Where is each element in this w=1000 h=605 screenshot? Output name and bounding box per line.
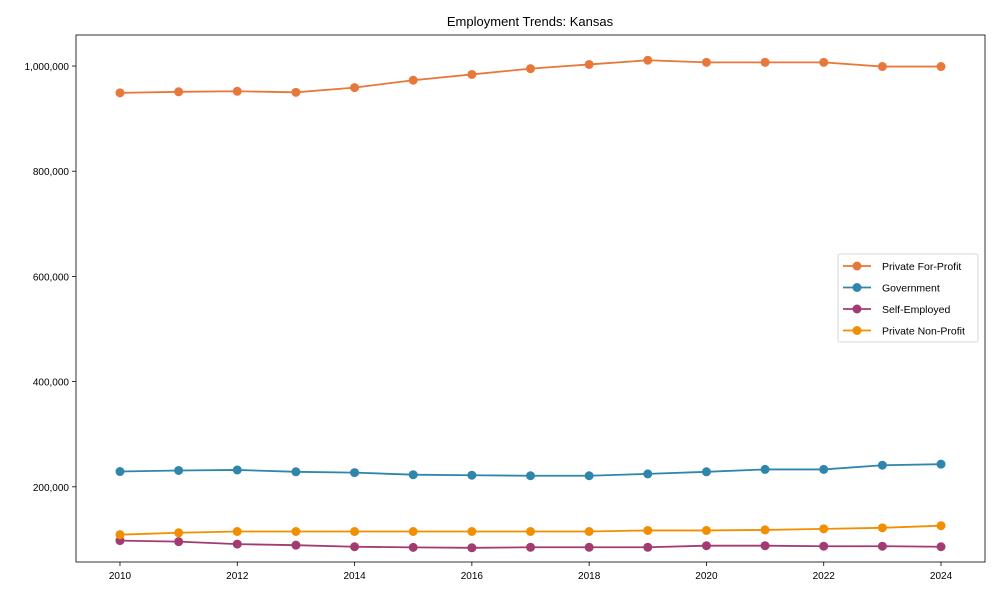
data-point [877, 541, 887, 551]
x-tick-label: 2014 [343, 571, 366, 582]
data-point [584, 542, 594, 552]
data-point [877, 460, 887, 470]
data-point [760, 525, 770, 535]
data-point [643, 55, 653, 65]
data-point [526, 542, 535, 552]
data-point [819, 464, 829, 474]
data-point [819, 541, 829, 551]
data-point [701, 57, 711, 67]
data-point [174, 537, 184, 547]
data-point [115, 88, 125, 98]
x-tick-label: 2010 [109, 571, 132, 582]
data-point [467, 543, 477, 553]
data-point [291, 87, 301, 97]
data-point [232, 526, 242, 536]
data-point [643, 469, 653, 479]
y-tick-label: 800,000 [33, 167, 70, 178]
y-tick-label: 200,000 [33, 483, 70, 494]
data-point [408, 542, 418, 552]
data-point [526, 471, 535, 481]
legend-marker [852, 261, 862, 271]
x-tick-label: 2016 [461, 571, 484, 582]
legend-label: Government [882, 283, 940, 295]
data-point [877, 62, 887, 72]
x-tick-label: 2022 [813, 571, 836, 582]
data-point [701, 467, 711, 477]
data-point [174, 528, 184, 538]
data-point [760, 541, 770, 551]
data-point [701, 541, 711, 551]
data-point [877, 523, 887, 533]
data-point [819, 57, 829, 67]
data-point [643, 525, 653, 535]
legend-marker [852, 304, 862, 314]
plot-area [75, 34, 986, 563]
chart-title: Employment Trends: Kansas [447, 14, 614, 29]
series-private-for-profit [115, 55, 946, 98]
data-point [350, 526, 360, 536]
data-point [408, 470, 418, 480]
x-tick-label: 2012 [226, 571, 249, 582]
data-point [350, 468, 360, 478]
data-point [526, 526, 535, 536]
data-point [819, 524, 829, 534]
data-point [408, 526, 418, 536]
data-point [584, 59, 594, 69]
data-point [350, 542, 360, 552]
series-government [115, 459, 946, 481]
x-tick-label: 2024 [930, 571, 953, 582]
data-point [936, 542, 946, 552]
y-tick-label: 600,000 [33, 272, 70, 283]
data-point [291, 467, 301, 477]
legend: Private For-Profit Government Self-Employe… [837, 253, 979, 343]
y-tick-label: 1,000,000 [25, 62, 70, 73]
data-point [174, 87, 184, 97]
data-point [467, 526, 477, 536]
series-self-employed [115, 536, 946, 553]
data-point [526, 64, 535, 74]
data-point [408, 75, 418, 85]
data-point [467, 470, 477, 480]
data-point [291, 540, 301, 550]
data-point [232, 86, 242, 96]
y-tick-label: 400,000 [33, 378, 70, 389]
data-point [701, 525, 711, 535]
legend-marker [852, 283, 862, 292]
series-private-non-profit [115, 521, 946, 540]
x-tick-label: 2018 [578, 571, 601, 582]
x-tick-label: 2020 [695, 571, 718, 582]
data-point [760, 57, 770, 67]
data-point [174, 465, 184, 475]
data-point [467, 69, 477, 79]
legend-label: Private Non-Profit [882, 326, 965, 338]
data-point [584, 471, 594, 481]
data-point [232, 465, 242, 475]
data-point [291, 526, 301, 536]
data-point [643, 542, 653, 552]
data-point [350, 83, 360, 93]
legend-label: Private For-Profit [882, 261, 961, 273]
data-point [584, 526, 594, 536]
data-point [936, 62, 946, 72]
legend-box [837, 253, 979, 343]
data-point [936, 459, 946, 469]
legend-label: Self-Employed [882, 304, 950, 316]
data-point [232, 539, 242, 549]
data-point [936, 521, 946, 531]
data-point [760, 464, 770, 474]
data-point [115, 467, 125, 477]
legend-marker [852, 326, 862, 335]
data-point [115, 530, 125, 540]
